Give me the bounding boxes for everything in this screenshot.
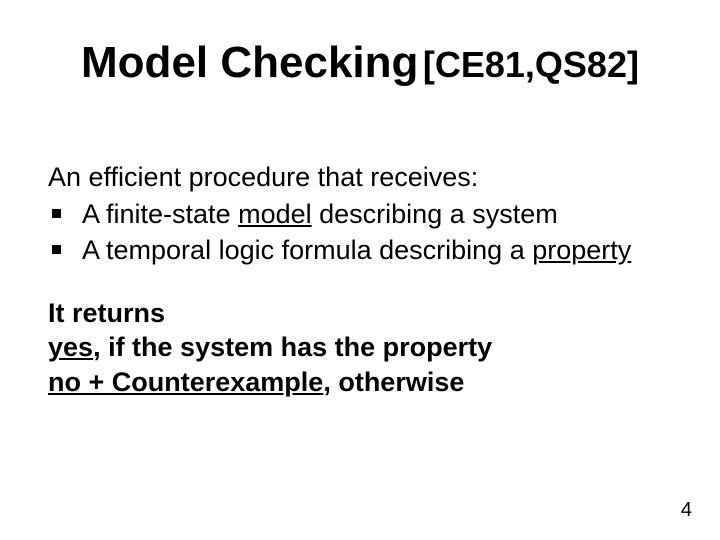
list-item: A finite-state model describing a system — [48, 197, 672, 232]
bullet-icon — [52, 245, 61, 254]
returns-no-line: no + Counterexample, otherwise — [48, 365, 672, 400]
bullet-term: model — [238, 199, 312, 229]
title-citation: [CE81,QS82] — [423, 44, 639, 85]
returns-no-term: no + Counterexample — [48, 367, 323, 397]
returns-heading: It returns — [48, 296, 672, 331]
bullet-list: A finite-state model describing a system… — [48, 197, 672, 268]
bullet-prefix: A finite-state — [82, 199, 238, 229]
lead-text: An efficient procedure that receives: — [48, 160, 672, 195]
bullet-term: property — [532, 235, 631, 265]
page-number: 4 — [681, 499, 692, 522]
returns-yes-term: yes — [48, 332, 93, 362]
returns-block: It returns yes, if the system has the pr… — [48, 296, 672, 400]
slide-title: Model Checking [CE81,QS82] — [0, 38, 720, 88]
bullet-prefix: A temporal logic formula describing a — [82, 235, 532, 265]
returns-no-rest: , otherwise — [323, 367, 464, 397]
returns-yes-line: yes, if the system has the property — [48, 330, 672, 365]
bullet-suffix: describing a system — [312, 199, 558, 229]
title-main: Model Checking — [81, 38, 418, 87]
slide: Model Checking [CE81,QS82] An efficient … — [0, 0, 720, 540]
slide-body: An efficient procedure that receives: A … — [48, 160, 672, 399]
returns-yes-rest: , if the system has the property — [93, 332, 492, 362]
list-item: A temporal logic formula describing a pr… — [48, 233, 672, 268]
bullet-icon — [52, 209, 61, 218]
